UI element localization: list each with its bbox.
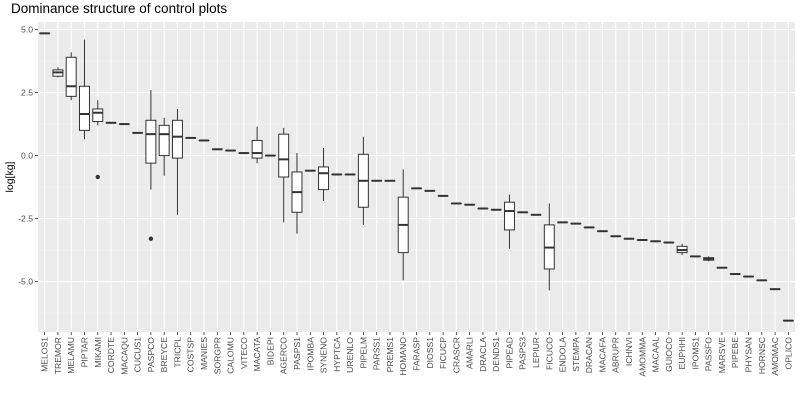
x-tick-label-MACAFA: MACAFA <box>597 337 607 373</box>
y-axis-title: log[kg] <box>4 161 16 192</box>
box-layer <box>39 32 794 322</box>
box-TRICPL <box>171 108 183 215</box>
x-tick-label-HORNSC: HORNSC <box>757 337 767 374</box>
x-tick-label-EUPHHI: EUPHHI <box>677 337 687 369</box>
y-tick-label: 2.5 <box>21 88 33 98</box>
box-iqr <box>503 201 515 231</box>
grid-lines <box>38 22 795 332</box>
box-PASPCO <box>145 90 157 241</box>
x-tick-label-PIPTAR: PIPTAR <box>79 337 89 367</box>
x-tick-label-FARASP: FARASP <box>412 337 422 371</box>
x-tick-label-PASPS1: PASPS1 <box>292 337 302 370</box>
x-tick-label-OPLICO: OPLICO <box>783 337 793 370</box>
y-tick-label: -5.0 <box>18 277 33 287</box>
x-tick-label-AMARLI: AMARLI <box>465 337 475 369</box>
x-tick-label-TRICPL: TRICPL <box>172 337 182 368</box>
outlier-point <box>148 236 154 241</box>
x-tick-label-LEPIUR: LEPIUR <box>531 337 541 368</box>
x-tick-label-MARSVE: MARSVE <box>717 337 727 374</box>
y-axis: 5.0 2.5 0.0 -2.5 -5.0 <box>18 25 38 287</box>
y-tick-label: -2.5 <box>18 214 33 224</box>
x-tick-label-URENLO: URENLO <box>345 337 355 373</box>
box-iqr <box>318 166 330 191</box>
x-tick-label-PIPELM: PIPELM <box>358 337 368 369</box>
x-tick-label-FICUCO: FICUCO <box>544 337 554 370</box>
x-tick-label-CORDTE: CORDTE <box>106 337 116 374</box>
x-tick-label-PASPCO: PASPCO <box>146 337 156 372</box>
box-FICUCO <box>543 203 555 291</box>
x-tick-label-MANIES: MANIES <box>199 337 209 370</box>
box-MACATA <box>251 126 263 164</box>
box-TREMOR <box>52 67 64 78</box>
box-HOMANO <box>397 169 409 281</box>
x-tick-label-IPOMBA: IPOMBA <box>305 337 315 371</box>
x-tick-label-AMOMMA: AMOMMA <box>637 337 647 377</box>
x-axis: MELOS1 TREMOR MELAMU PIPTAR MIKAMI CORDTE MACA… <box>40 332 793 377</box>
x-tick-label-DRACAN: DRACAN <box>584 337 594 373</box>
outlier-point <box>95 174 100 180</box>
box-PIPTAR <box>79 39 90 140</box>
x-tick-label-FICUCP: FICUCP <box>438 337 448 369</box>
x-tick-label-PREMS1: PREMS1 <box>385 337 395 373</box>
x-tick-label-MACAAL: MACAAL <box>651 337 661 373</box>
box-SYNENO <box>318 148 330 201</box>
box-iqr <box>65 56 77 97</box>
x-tick-label-DENDS1: DENDS1 <box>491 337 501 372</box>
x-tick-label-MACATA: MACATA <box>252 337 262 372</box>
box-iqr <box>278 133 290 178</box>
box-MELAMU <box>65 52 77 101</box>
box-PASSFO <box>703 256 715 262</box>
x-tick-label-IPOMS1: IPOMS1 <box>690 337 700 370</box>
box-iqr <box>92 108 104 123</box>
x-tick-label-PARSS1: PARSS1 <box>372 337 382 370</box>
x-tick-label-COSTSP: COSTSP <box>186 337 196 373</box>
x-tick-label-MELOS1: MELOS1 <box>40 337 50 372</box>
x-tick-label-PASPS3: PASPS3 <box>518 337 528 370</box>
x-tick-label-GUIOCO: GUIOCO <box>664 337 674 372</box>
x-tick-label-DIOSS1: DIOSS1 <box>425 337 435 369</box>
x-tick-label-DRACLA: DRACLA <box>478 337 488 372</box>
x-tick-label-PHYSAN: PHYSAN <box>744 337 754 372</box>
x-tick-label-VITECO: VITECO <box>239 337 249 369</box>
x-tick-label-ICHNVI: ICHNVI <box>624 337 634 366</box>
y-tick-label: 0.0 <box>21 151 33 161</box>
box-iqr <box>145 119 157 164</box>
x-tick-label-PIPEBE: PIPEBE <box>730 337 740 368</box>
x-tick-label-TREMOR: TREMOR <box>53 337 63 374</box>
x-tick-label-AMOMAC: AMOMAC <box>770 337 780 376</box>
x-tick-label-STEMPA: STEMPA <box>571 337 581 372</box>
x-tick-label-AGERCO: AGERCO <box>279 337 289 375</box>
box-PIPELM <box>357 136 369 225</box>
box-BREYCE <box>158 117 170 176</box>
x-tick-label-CALOMU: CALOMU <box>226 337 236 374</box>
box-PASPS1 <box>291 153 303 234</box>
chart-title: Dominance structure of control plots <box>11 1 228 16</box>
x-tick-label-PIPEAD: PIPEAD <box>504 337 514 369</box>
box-MIKAMI <box>92 100 104 180</box>
x-tick-label-MELAMU: MELAMU <box>66 337 76 374</box>
x-tick-label-BREYCE: BREYCE <box>159 337 169 373</box>
y-tick-label: 5.0 <box>21 25 33 35</box>
x-tick-label-SYNENO: SYNENO <box>319 337 329 374</box>
box-iqr <box>171 119 183 159</box>
x-tick-label-BIDEPI: BIDEPI <box>265 337 275 365</box>
x-tick-label-ENDOLA: ENDOLA <box>558 337 568 373</box>
box-iqr <box>158 124 170 157</box>
box-AGERCO <box>278 127 290 223</box>
box-EUPHHI <box>676 243 688 256</box>
x-tick-label-ABRUPR: ABRUPR <box>611 337 621 373</box>
x-tick-label-MACAQU: MACAQU <box>119 337 129 375</box>
x-tick-label-HOMANO: HOMANO <box>398 337 408 376</box>
x-tick-label-CUCUS1: CUCUS1 <box>133 337 143 373</box>
x-tick-label-PASSFO: PASSFO <box>704 337 714 372</box>
box-iqr <box>79 85 90 131</box>
x-tick-label-HYPTCA: HYPTCA <box>332 337 342 372</box>
box-iqr <box>251 139 263 159</box>
x-tick-label-SORGPR: SORGPR <box>212 337 222 374</box>
x-tick-label-MIKAMI: MIKAMI <box>93 337 103 368</box>
x-tick-label-CRASCR: CRASCR <box>451 337 461 373</box>
box-PIPEAD <box>503 194 515 249</box>
